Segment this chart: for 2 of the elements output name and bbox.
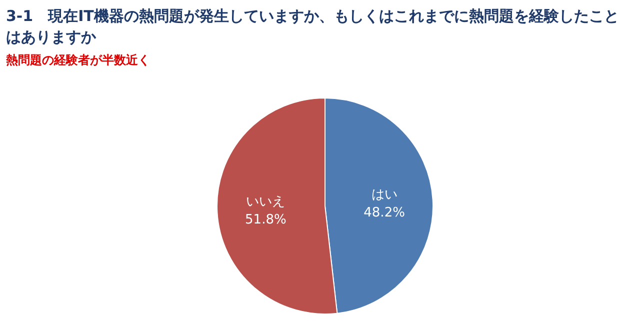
title: 3-1 現在IT機器の熱問題が発生していますか、もしくはこれまでに熱問題を経験したことはありますか xyxy=(6,6,620,48)
subtitle: 熱問題の経験者が半数近く xyxy=(6,52,150,69)
